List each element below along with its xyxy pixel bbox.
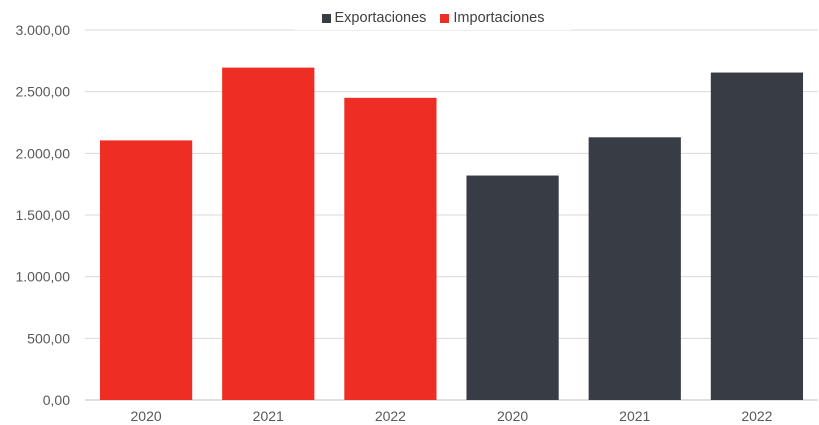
x-axis: 2020 2021 2022 2020 2021 2022: [131, 408, 773, 424]
y-tick-label: 3.000,00: [16, 22, 71, 38]
y-tick-label: 2.000,00: [16, 145, 71, 161]
bar-importaciones-2020: [99, 140, 193, 400]
legend-swatch-importaciones: [440, 13, 450, 23]
x-tick-label: 2022: [741, 408, 772, 424]
y-tick-label: 1.500,00: [16, 207, 71, 223]
y-tick-label: 2.500,00: [16, 84, 71, 100]
x-tick-label: 2021: [619, 408, 650, 424]
x-tick-label: 2020: [131, 408, 162, 424]
legend-label-exportaciones: Exportaciones: [334, 10, 427, 26]
y-tick-label: 500,00: [27, 330, 70, 346]
bars: [99, 67, 804, 401]
legend-label-importaciones: Importaciones: [453, 10, 545, 26]
y-tick-label: 1.000,00: [16, 269, 71, 285]
legend: Exportaciones Importaciones: [295, 6, 571, 30]
bar-exportaciones-2022: [710, 72, 804, 401]
y-axis: 0,00 500,00 1.000,00 1.500,00 2.000,00 2.500,…: [16, 22, 71, 408]
legend-item-importaciones: Importaciones: [440, 10, 544, 26]
legend-item-exportaciones: Exportaciones: [321, 10, 427, 26]
bar-exportaciones-2020: [466, 175, 559, 400]
gridlines: [85, 29, 818, 401]
bar-importaciones-2022: [344, 97, 437, 400]
x-tick-label: 2021: [253, 408, 284, 424]
x-tick-label: 2022: [375, 408, 406, 424]
x-tick-label: 2020: [497, 408, 528, 424]
bar-exportaciones-2021: [588, 137, 681, 401]
legend-swatch-exportaciones: [321, 13, 331, 23]
y-tick-label: 0,00: [43, 392, 70, 408]
bar-importaciones-2021: [222, 67, 315, 400]
